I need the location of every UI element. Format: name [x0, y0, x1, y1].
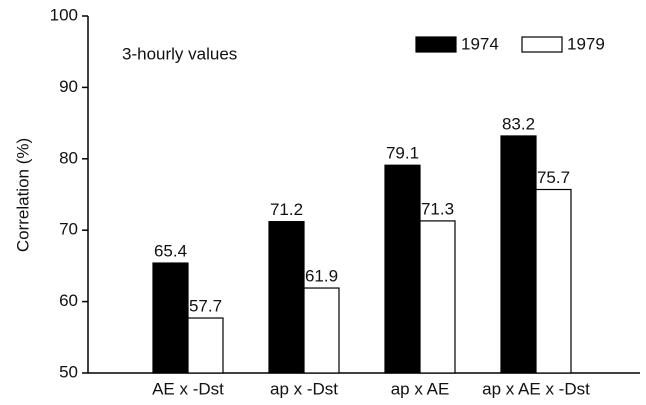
bar: [384, 164, 421, 374]
value-label: 83.2: [502, 114, 535, 133]
y-tick-label: 70: [59, 220, 78, 239]
x-tick-label: AE x -Dst: [152, 379, 224, 398]
legend-label: 1974: [461, 34, 499, 53]
value-label: 75.7: [537, 168, 570, 187]
x-tick-label: ap x AE: [391, 379, 450, 398]
y-axis-label: Correlation (%): [13, 138, 32, 252]
y-tick-label: 100: [50, 5, 78, 24]
value-label: 57.7: [189, 297, 222, 316]
bar: [187, 317, 224, 374]
value-label: 71.2: [270, 200, 303, 219]
annotation: 3-hourly values: [122, 44, 237, 63]
bar: [152, 262, 189, 374]
value-label: 65.4: [154, 242, 187, 261]
value-label: 71.3: [421, 199, 454, 218]
bar: [500, 135, 537, 374]
value-label: 61.9: [305, 267, 338, 286]
bar: [303, 287, 340, 374]
bar: [419, 220, 456, 374]
y-tick-label: 80: [59, 148, 78, 167]
y-tick-label: 60: [59, 291, 78, 310]
legend-swatch: [521, 36, 563, 53]
x-tick-label: ap x AE x -Dst: [482, 379, 590, 398]
x-tick-label: ap x -Dst: [270, 379, 338, 398]
y-tick-label: 90: [59, 77, 78, 96]
legend-label: 1979: [567, 34, 605, 53]
bar: [268, 221, 305, 374]
value-label: 79.1: [386, 144, 419, 163]
y-tick-label: 50: [59, 362, 78, 381]
bar: [535, 188, 572, 374]
legend-swatch: [415, 36, 457, 53]
